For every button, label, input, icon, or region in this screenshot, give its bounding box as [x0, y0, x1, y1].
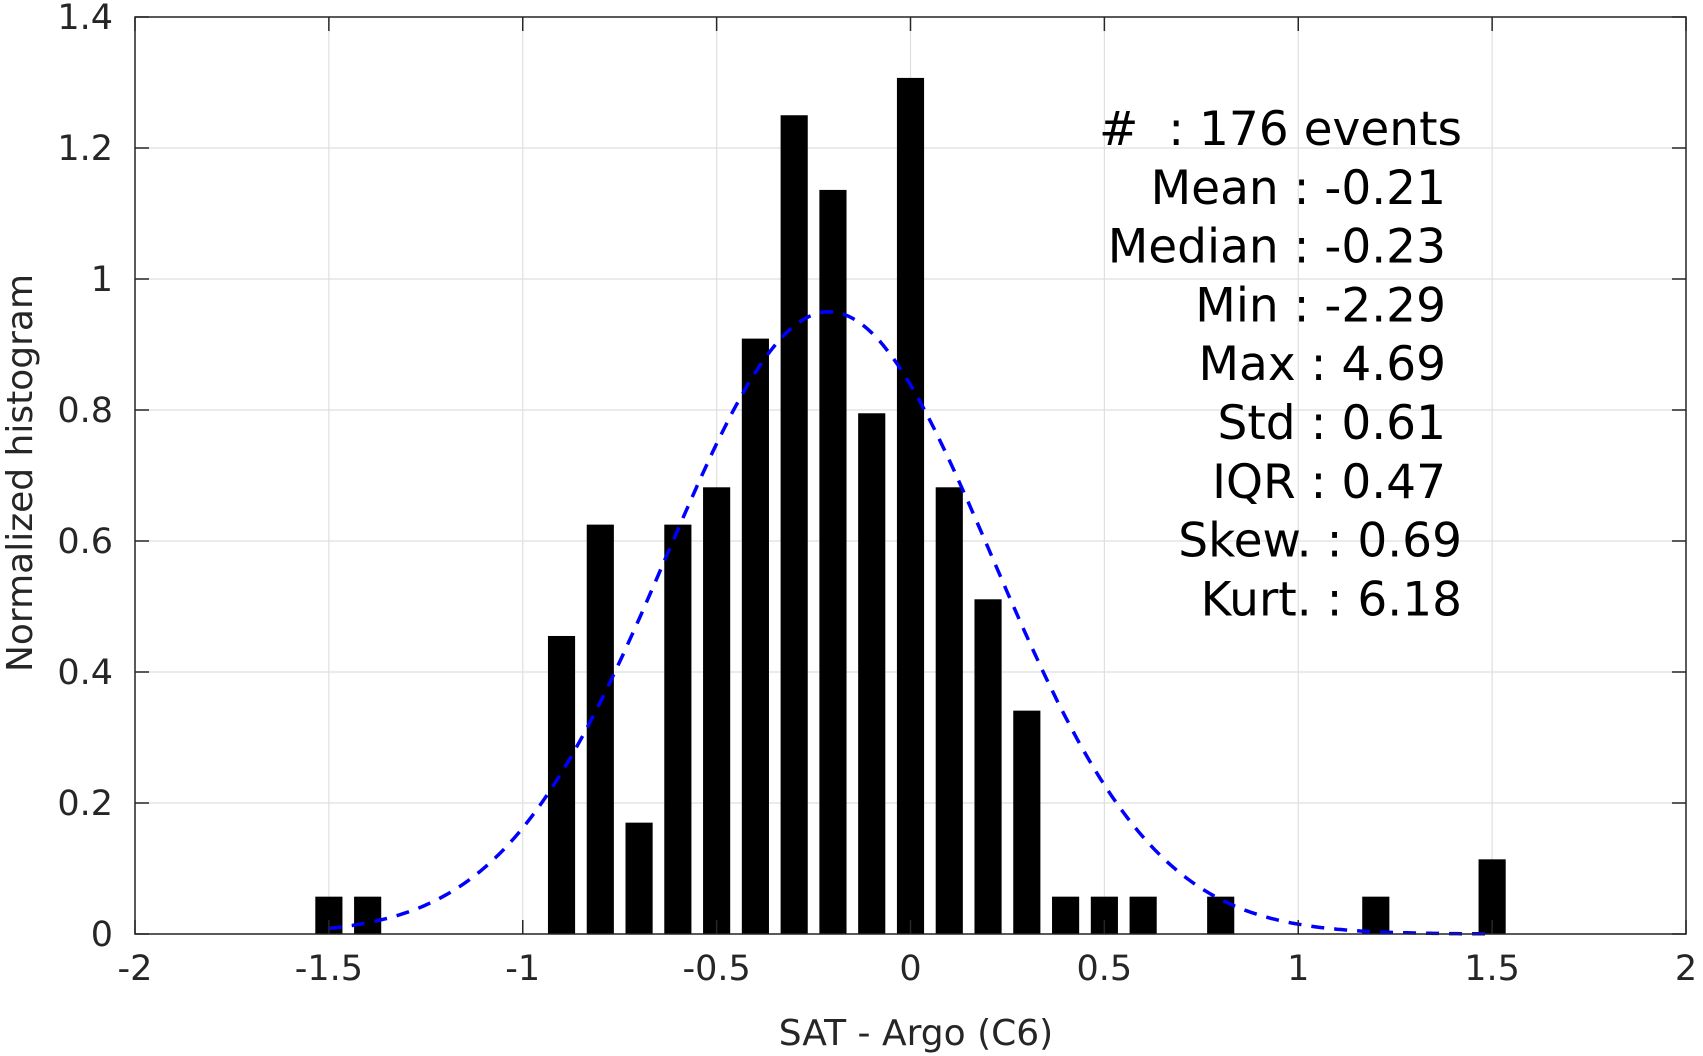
histogram-bar	[819, 189, 847, 935]
histogram-bar	[858, 413, 886, 934]
histogram-bar	[1362, 896, 1390, 934]
y-tick-label: 0.8	[57, 391, 113, 431]
stat-line: Mean : -0.21	[1151, 161, 1446, 216]
stat-line: Std : 0.61	[1218, 396, 1446, 451]
y-tick-label: 0	[91, 915, 113, 955]
x-tick-label: 0	[899, 949, 921, 989]
stat-line: IQR : 0.47	[1212, 455, 1446, 510]
histogram-bar	[354, 896, 382, 934]
histogram-bar	[703, 487, 731, 934]
x-tick-label: -1	[505, 949, 540, 989]
y-tick-label: 0.2	[57, 784, 113, 824]
histogram-bar	[741, 338, 769, 935]
x-tick-label: 0.5	[1077, 949, 1133, 989]
x-tick-label: -1.5	[295, 949, 363, 989]
x-axis-ticks: -2 -1.5 -1 -0.5 0 0.5 1 1.5 2	[118, 17, 1697, 989]
histogram-bar	[625, 822, 653, 934]
x-tick-label: -0.5	[682, 949, 750, 989]
stat-line: # : 176 events	[1099, 102, 1462, 157]
y-axis-label: Normalized histogram	[0, 274, 41, 672]
y-tick-label: 0.4	[57, 653, 113, 693]
y-tick-label: 0.6	[57, 522, 113, 562]
x-axis-label: SAT - Argo (C6)	[779, 1013, 1053, 1054]
histogram-bar	[974, 599, 1002, 934]
y-tick-label: 1	[91, 260, 113, 300]
histogram-bar	[935, 487, 963, 934]
histogram-bar	[664, 524, 692, 934]
histogram-bar	[780, 115, 808, 934]
histogram-bar	[1013, 710, 1041, 934]
x-tick-label: -2	[118, 949, 153, 989]
stat-line: Kurt. : 6.18	[1201, 572, 1462, 627]
stat-line: Min : -2.29	[1195, 278, 1446, 333]
stat-line: Max : 4.69	[1198, 337, 1446, 392]
x-tick-label: 1.5	[1464, 949, 1520, 989]
y-tick-label: 1.4	[57, 0, 113, 38]
histogram-bars	[315, 77, 1506, 935]
stat-line: Median : -0.23	[1108, 220, 1446, 275]
histogram-bar	[896, 77, 925, 935]
histogram-bar	[1052, 896, 1080, 934]
stat-line: Skew. : 0.69	[1178, 514, 1462, 569]
y-axis-ticks: 0 0.2 0.4 0.6 0.8 1 1.2 1.4	[57, 0, 1686, 955]
x-tick-label: 1	[1287, 949, 1309, 989]
x-tick-label: 2	[1675, 949, 1697, 989]
histogram-bar	[586, 524, 614, 934]
y-tick-label: 1.2	[57, 129, 113, 169]
histogram-bar	[1129, 896, 1157, 934]
